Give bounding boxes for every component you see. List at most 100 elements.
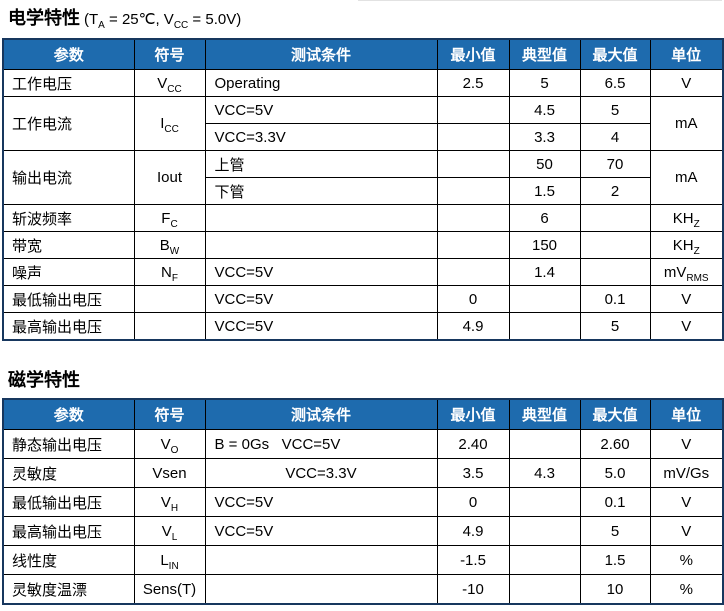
min-cell: 0: [436, 487, 510, 517]
table-row: 斩波频率 FC 6 KHZ: [2, 204, 724, 232]
min-cell: [436, 123, 510, 151]
condition-cell: 上管: [204, 150, 438, 178]
typ-cell: 5: [508, 69, 581, 97]
typ-cell: 4.5: [508, 96, 581, 124]
condition-cell: Operating: [204, 69, 438, 97]
min-cell: -10: [436, 574, 510, 605]
condition-cell: 下管: [204, 177, 438, 205]
param-cell: 工作电流: [2, 96, 135, 151]
table-row: 工作电流 ICC VCC=5V 4.5 5 mA: [2, 96, 724, 151]
typ-cell: [508, 429, 581, 459]
param-cell: 最高输出电压: [2, 312, 135, 341]
max-cell: 2.60: [579, 429, 651, 459]
symbol-cell: VCC: [133, 69, 206, 97]
symbol-cell: ICC: [133, 96, 206, 151]
min-cell: 3.5: [436, 458, 510, 488]
typ-cell: [508, 574, 581, 605]
unit-cell: V: [649, 285, 724, 313]
unit-cell: KHZ: [649, 204, 724, 232]
symbol-cell: VO: [133, 429, 206, 459]
typ-cell: 6: [508, 204, 581, 232]
min-cell: 4.9: [436, 312, 510, 341]
symbol-cell: VH: [133, 487, 206, 517]
unit-cell: mA: [649, 96, 724, 151]
max-cell: 5: [579, 516, 651, 546]
table-row: 灵敏度温漂 Sens(T) -10 10 %: [2, 574, 724, 605]
table-row: 噪声 NF VCC=5V 1.4 mVRMS: [2, 258, 724, 286]
typ-cell: [508, 545, 581, 575]
column-header-parameter: 参数: [2, 398, 135, 430]
table-row: 线性度 LIN -1.5 1.5 %: [2, 545, 724, 575]
condition-cell: [204, 231, 438, 259]
param-cell: 工作电压: [2, 69, 135, 97]
max-cell: 2: [579, 177, 651, 205]
column-header-symbol: 符号: [133, 398, 206, 430]
param-cell: 最低输出电压: [2, 285, 135, 313]
max-cell: 5: [579, 312, 651, 341]
condition-cell: VCC=3.3V: [204, 458, 438, 488]
column-header-max: 最大值: [579, 398, 651, 430]
unit-cell: mVRMS: [649, 258, 724, 286]
condition-cell: VCC=5V: [204, 96, 438, 124]
min-cell: [436, 231, 510, 259]
electrical-characteristics-table: 参数 符号 测试条件 最小值 典型值 最大值 单位 工作电压 VCC Opera…: [2, 38, 724, 341]
min-cell: [436, 96, 510, 124]
section-gap: [0, 341, 724, 369]
symbol-cell: BW: [133, 231, 206, 259]
column-header-typ: 典型值: [508, 398, 581, 430]
column-header-min: 最小值: [436, 38, 510, 70]
column-header-symbol: 符号: [133, 38, 206, 70]
max-cell: 0.1: [579, 285, 651, 313]
min-cell: [436, 150, 510, 178]
unit-cell: V: [649, 487, 724, 517]
min-cell: 0: [436, 285, 510, 313]
column-header-condition: 测试条件: [204, 398, 438, 430]
max-cell: [579, 231, 651, 259]
table-row: 静态输出电压 VO B = 0Gs VCC=5V 2.40 2.60 V: [2, 429, 724, 459]
table-row: 输出电流 Iout 上管 50 70 mA: [2, 150, 724, 205]
param-cell: 输出电流: [2, 150, 135, 205]
max-cell: 10: [579, 574, 651, 605]
electrical-title-text: 电学特性: [8, 8, 80, 28]
unit-cell: V: [649, 312, 724, 341]
max-cell: 4: [579, 123, 651, 151]
typ-cell: 4.3: [508, 458, 581, 488]
unit-cell: V: [649, 69, 724, 97]
column-header-parameter: 参数: [2, 38, 135, 70]
max-cell: 5: [579, 96, 651, 124]
magnetic-title-text: 磁学特性: [8, 370, 80, 390]
condition-cell: B = 0Gs VCC=5V: [204, 429, 438, 459]
typ-cell: 150: [508, 231, 581, 259]
param-cell: 带宽: [2, 231, 135, 259]
max-cell: [579, 258, 651, 286]
electrical-test-condition: (TA = 25℃, VCC = 5.0V): [84, 11, 242, 31]
symbol-cell: LIN: [133, 545, 206, 575]
column-header-unit: 单位: [649, 398, 724, 430]
min-cell: 2.40: [436, 429, 510, 459]
param-cell: 灵敏度: [2, 458, 135, 488]
condition-cell: [204, 574, 438, 605]
typ-cell: 50: [508, 150, 581, 178]
condition-cell: VCC=5V: [204, 312, 438, 341]
condition-cell: VCC=5V: [204, 258, 438, 286]
table-row: 灵敏度 Vsen VCC=3.3V 3.5 4.3 5.0 mV/Gs: [2, 458, 724, 488]
unit-cell: V: [649, 429, 724, 459]
column-header-max: 最大值: [579, 38, 651, 70]
symbol-cell: [133, 312, 206, 341]
typ-cell: [508, 516, 581, 546]
symbol-cell: VL: [133, 516, 206, 546]
column-header-typ: 典型值: [508, 38, 581, 70]
table-row: 最高输出电压 VCC=5V 4.9 5 V: [2, 312, 724, 341]
symbol-cell: [133, 285, 206, 313]
header-row: 参数 符号 测试条件 最小值 典型值 最大值 单位: [2, 398, 724, 430]
typ-cell: 1.5: [508, 177, 581, 205]
table-row: 最高输出电压 VL VCC=5V 4.9 5 V: [2, 516, 724, 546]
symbol-cell: NF: [133, 258, 206, 286]
param-cell: 最高输出电压: [2, 516, 135, 546]
column-header-min: 最小值: [436, 398, 510, 430]
column-header-condition: 测试条件: [204, 38, 438, 70]
magnetic-characteristics-table: 参数 符号 测试条件 最小值 典型值 最大值 单位 静态输出电压 VO B = …: [2, 398, 724, 605]
condition-cell: VCC=5V: [204, 285, 438, 313]
condition-cell: VCC=5V: [204, 516, 438, 546]
